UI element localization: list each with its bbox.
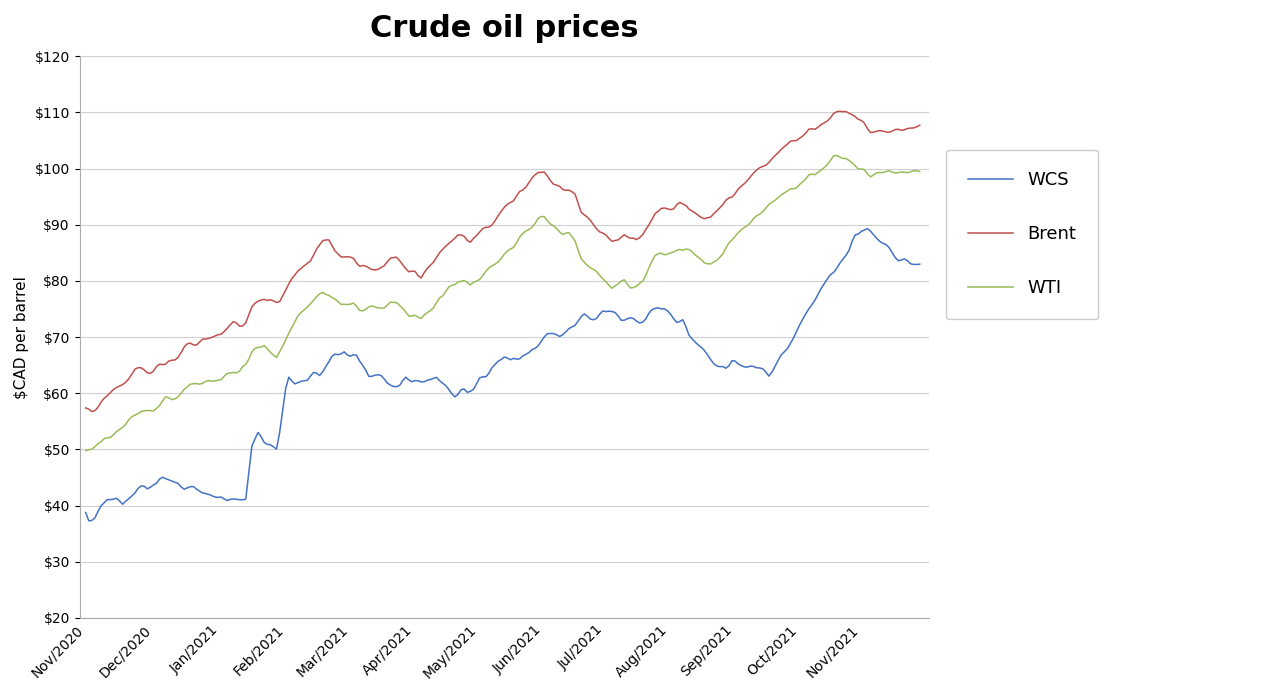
- WCS: [183, 482, 198, 491]
- WTI: [835, 154, 850, 163]
- Title: Crude oil prices: Crude oil prices: [370, 14, 639, 43]
- Brent: [84, 407, 100, 416]
- Line: WCS: WCS: [86, 229, 920, 521]
- WCS: [835, 255, 850, 263]
- Brent: [78, 404, 93, 412]
- Brent: [663, 206, 678, 214]
- WTI: [659, 250, 675, 259]
- WCS: [913, 260, 928, 268]
- Legend: WCS, Brent, WTI: WCS, Brent, WTI: [946, 149, 1098, 319]
- WTI: [78, 446, 93, 455]
- Brent: [913, 121, 928, 129]
- WTI: [617, 276, 632, 284]
- WTI: [869, 169, 884, 177]
- Brent: [648, 209, 663, 218]
- WCS: [620, 315, 635, 323]
- WTI: [179, 383, 195, 391]
- WCS: [78, 508, 93, 516]
- Brent: [620, 233, 635, 241]
- WCS: [860, 224, 876, 233]
- Brent: [838, 107, 854, 115]
- Line: WTI: WTI: [86, 156, 920, 450]
- Line: Brent: Brent: [86, 111, 920, 411]
- Brent: [872, 126, 887, 135]
- Y-axis label: $CAD per barrel: $CAD per barrel: [14, 276, 29, 398]
- WCS: [648, 304, 663, 313]
- WTI: [829, 152, 845, 160]
- Brent: [183, 339, 198, 348]
- WCS: [81, 516, 96, 525]
- WTI: [913, 167, 928, 176]
- Brent: [832, 107, 847, 115]
- WCS: [663, 310, 678, 318]
- WCS: [872, 237, 887, 245]
- WTI: [644, 257, 659, 265]
